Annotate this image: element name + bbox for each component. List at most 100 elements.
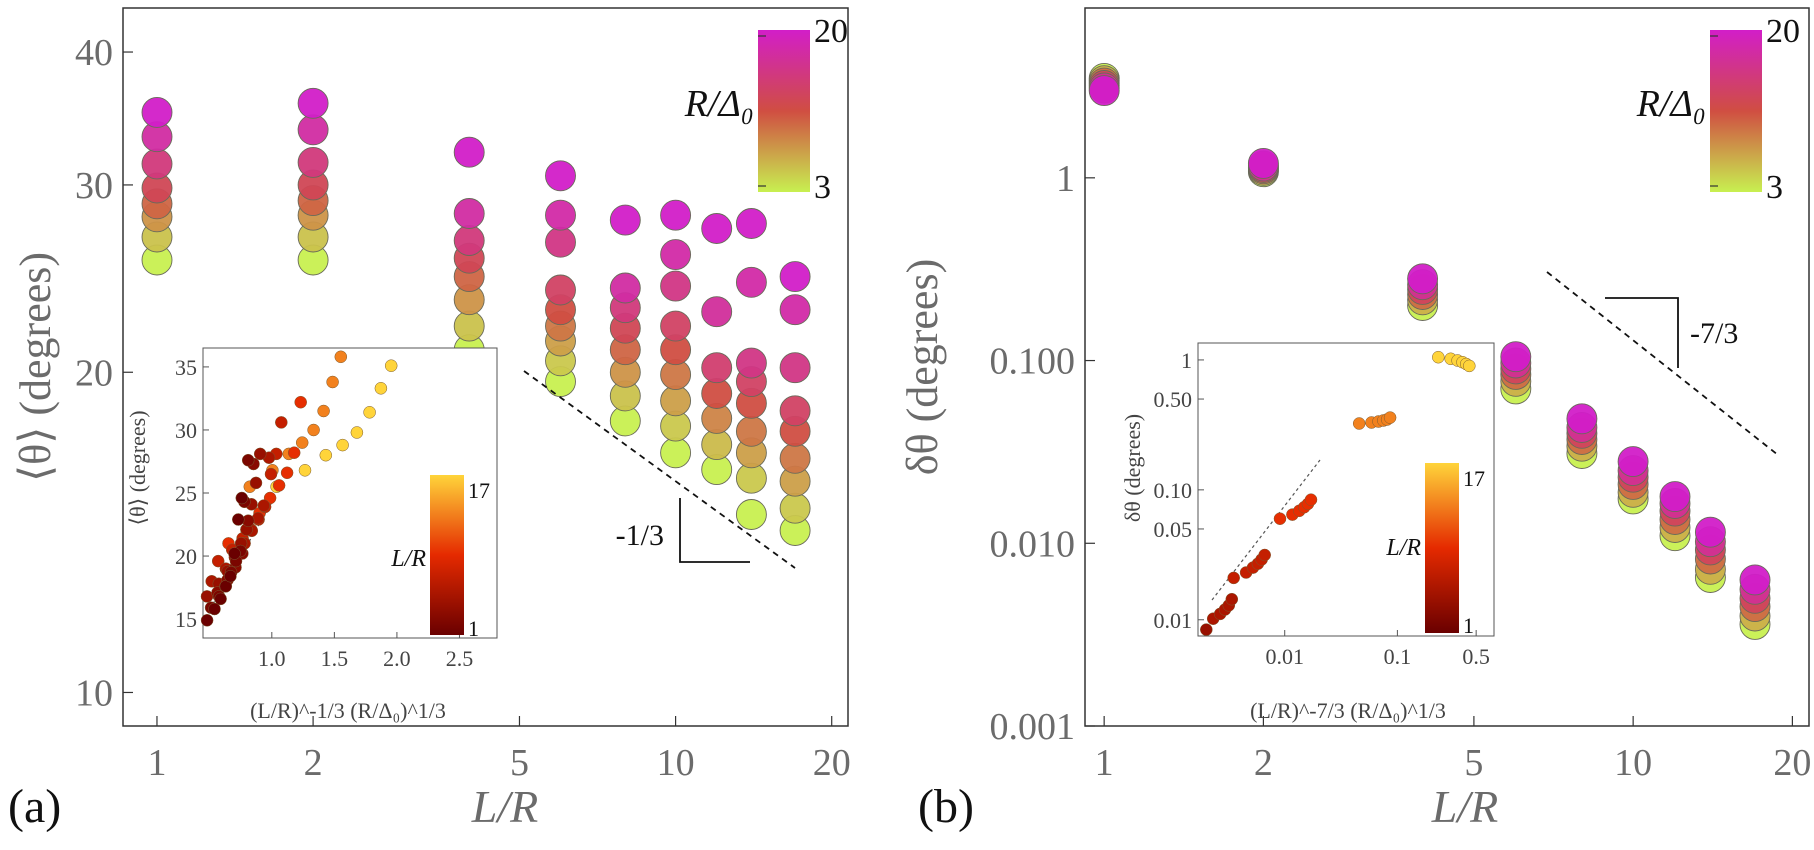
inset-y-tick-label: 30 [175,418,197,443]
data-point [779,294,811,326]
inset-data-point [257,499,271,512]
x-tick-label: 1 [147,742,166,784]
inset-data-point [214,592,227,606]
data-point [735,347,767,379]
inset-data-point [350,426,364,439]
data-point [609,272,641,304]
inset-b-ticks: 0.01 0.1 0.5 0.01 0.05 0.10 0.50 1 [1154,348,1490,669]
inset-data-point [294,395,307,409]
data-point [1088,75,1120,107]
inset-data-point [208,602,221,616]
inset-data-point [200,614,214,627]
panel-a-x-ticks: 1 2 5 10 20 [147,716,851,784]
panel-a-colorbar [758,30,810,192]
inset-data-point [275,416,288,429]
y-tick-label: 20 [75,352,113,394]
inset-x-tick-label: 0.1 [1384,644,1412,669]
panel-b-inset: 0.01 0.1 0.5 0.01 0.05 0.10 0.50 1 17 1 L/R δθ … [1120,342,1495,723]
inset-data-point [235,491,249,505]
inset-b-colorbar-label: L/R [1385,535,1421,561]
inset-b-x-label: (L/R)^-7/3 (R/Δ₀)^1/3 [1250,698,1446,723]
inset-y-tick-label: 0.05 [1154,517,1193,542]
panel-a-y-label: ⟨θ⟩ (degrees) [11,252,60,482]
data-point [735,208,767,239]
inset-y-tick-label: 25 [175,481,197,506]
inset-y-tick-label: 15 [175,607,197,632]
data-point [545,226,576,258]
inset-data-point [253,447,267,461]
data-point [735,266,767,298]
data-point [609,204,641,236]
inset-x-tick-label: 2.5 [446,646,474,671]
data-point [453,136,485,168]
inset-data-point [384,359,398,372]
inset-x-tick-label: 2.0 [383,646,411,671]
inset-a-colorbar-label: L/R [390,546,426,572]
data-point [1247,147,1279,179]
inset-data-point [295,436,309,449]
x-tick-label: 5 [1464,742,1483,784]
panel-a-y-ticks: 10 20 30 40 [75,32,133,714]
inset-data-point [232,513,245,526]
data-point [1617,446,1649,478]
data-point [660,437,692,469]
panel-b-panel-label: (b) [918,780,974,833]
data-point [779,261,811,293]
inset-data-point [249,476,263,490]
panel-a-x-label: L/R [471,781,538,832]
inset-data-point [1463,359,1476,373]
inset-data-point [1273,512,1287,525]
inset-x-tick-label: 1.0 [258,646,286,671]
inset-data-point [1352,417,1366,430]
inset-y-tick-label: 20 [175,544,197,569]
inset-data-point [1383,411,1397,424]
x-tick-label: 20 [1773,742,1811,784]
y-tick-label: 0.010 [990,523,1076,565]
inset-b-points [1200,350,1476,636]
inset-data-point [298,464,312,477]
x-tick-label: 1 [1095,742,1114,784]
data-point [660,385,692,417]
data-point [297,114,329,146]
inset-data-point [336,438,349,452]
x-tick-label: 5 [510,742,529,784]
data-point [545,199,576,231]
panel-b-y-ticks: 0.001 0.010 0.100 1 [990,158,1095,748]
x-tick-label: 2 [1254,742,1273,784]
panel-b-points [1088,62,1771,640]
inset-b-colorbar-max-label: 17 [1463,466,1485,491]
inset-data-point [374,382,388,395]
data-point [141,148,173,180]
y-tick-label: 10 [75,672,113,714]
inset-data-point [228,547,241,560]
panel-b-colorbar-label: R/Δ₀ [1636,83,1706,125]
panel-a-slope-triangle [679,498,750,563]
y-tick-label: 30 [75,165,113,207]
data-point [1659,481,1691,513]
panel-a-panel-label: (a) [8,780,61,833]
inset-data-point [224,569,237,583]
data-point [297,146,329,178]
inset-y-tick-label: 0.50 [1154,387,1193,412]
data-point [779,395,811,427]
panel-a-slope-label: -1/3 [616,519,664,552]
x-tick-label: 2 [304,742,323,784]
inset-data-point [241,453,255,467]
inset-a-y-label: ⟨θ⟩ (degrees) [125,410,150,525]
y-tick-label: 40 [75,32,113,74]
data-point [1407,263,1439,295]
data-point [453,225,485,256]
panel-a-frame [122,7,849,727]
data-point [1566,403,1598,435]
inset-data-point [1225,592,1239,606]
inset-data-point [200,590,214,603]
data-point [735,415,767,447]
inset-data-point [326,375,339,389]
data-point [660,199,692,231]
inset-data-point [1258,548,1271,562]
inset-data-point [287,446,301,459]
panel-b-slope-triangle [1605,297,1679,368]
data-point [297,87,329,119]
data-point [1739,564,1771,596]
inset-a-colorbar [430,475,464,635]
